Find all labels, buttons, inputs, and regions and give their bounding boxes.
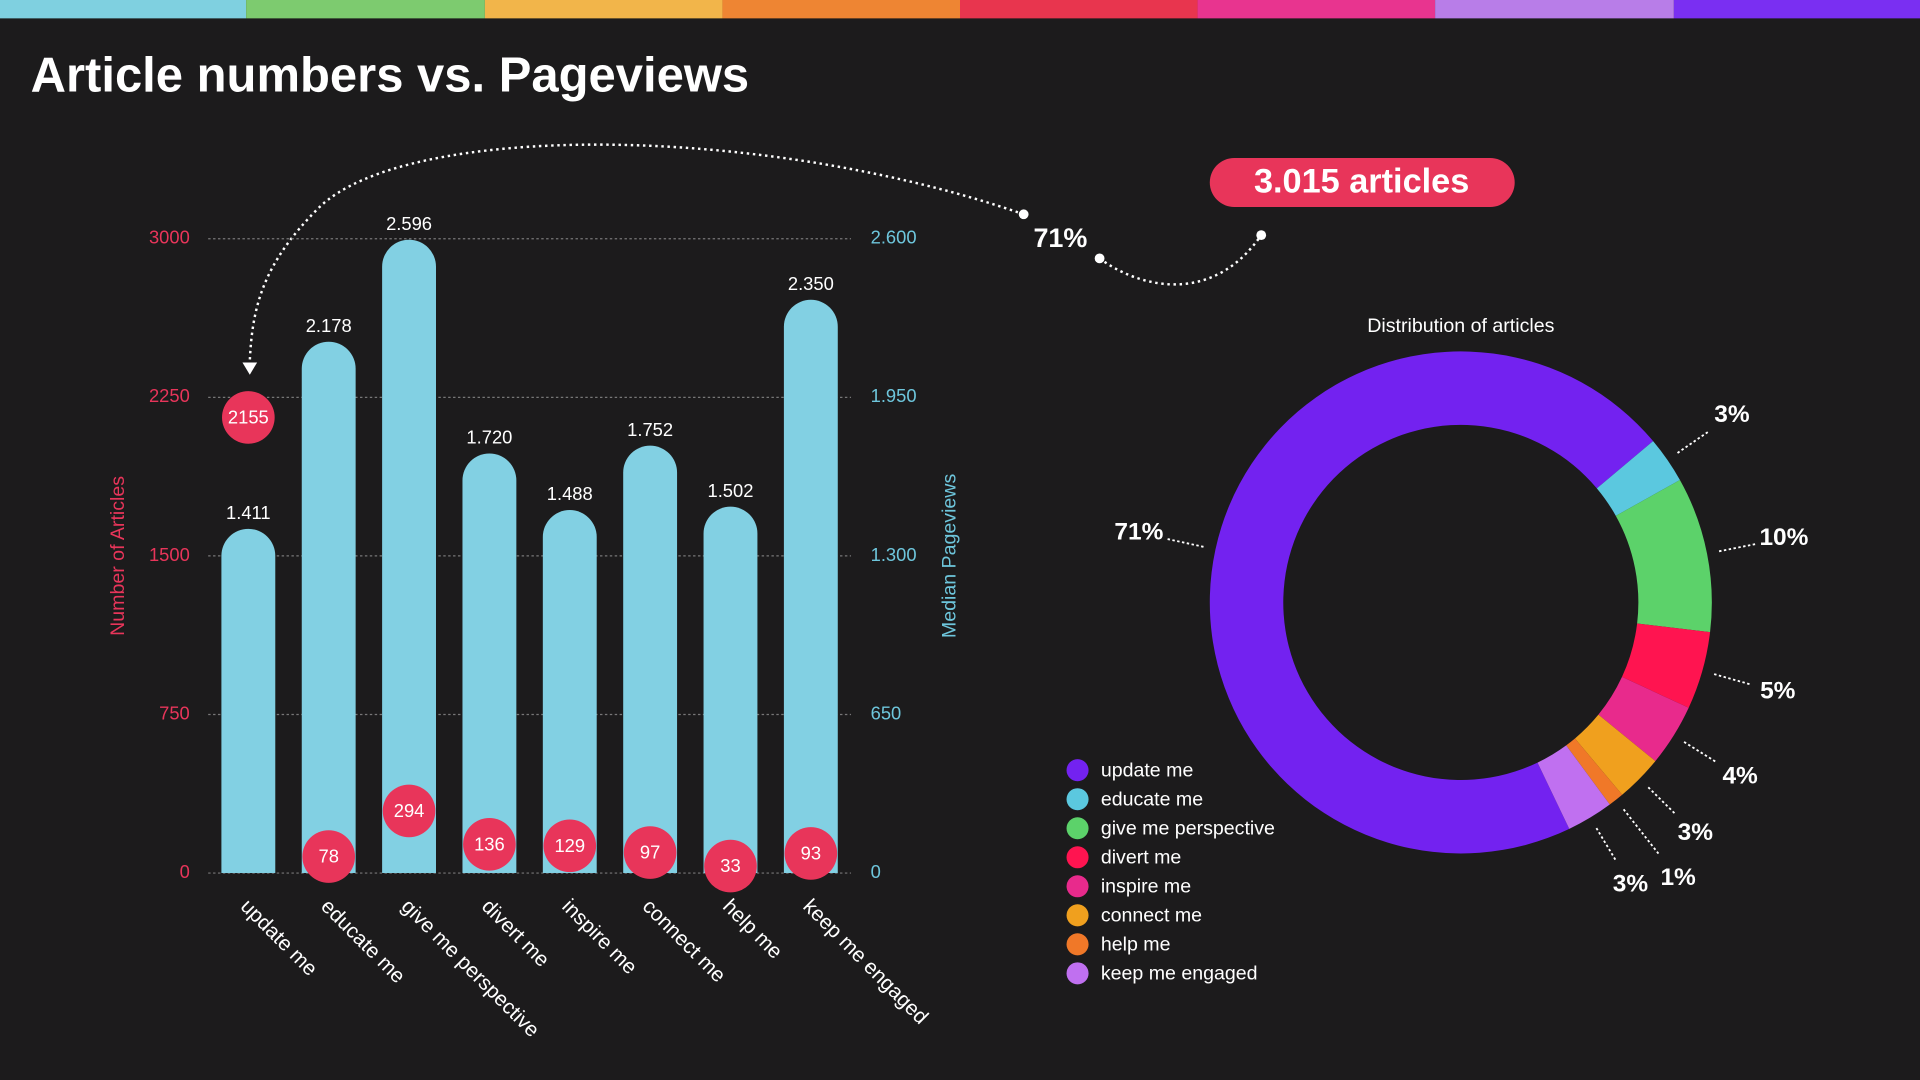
donut-value-label: 10% (1759, 524, 1808, 551)
donut-segment (1598, 676, 1689, 762)
donut-title: Distribution of articles (1367, 315, 1554, 337)
y2-tick-label: 650 (871, 702, 902, 723)
donut-value-label: 4% (1722, 762, 1758, 789)
article-count-label: 97 (640, 842, 660, 863)
legend-swatch (1066, 875, 1089, 898)
donut-segment (1596, 441, 1680, 516)
legend-swatch (1066, 817, 1089, 840)
legend-label: keep me engaged (1101, 963, 1258, 985)
y-tick-label: 3000 (149, 227, 190, 248)
leader-line (1595, 827, 1617, 861)
y-tick-label: 1500 (149, 544, 190, 565)
callout-text: 71% (1033, 223, 1087, 253)
article-count-label: 294 (394, 800, 425, 821)
bar-value-label: 1.411 (226, 502, 271, 523)
bar (542, 510, 597, 874)
legend-swatch (1066, 904, 1089, 927)
article-count-dot (784, 827, 838, 880)
arrow-head (242, 362, 258, 375)
callout (248, 143, 1263, 362)
leader-line (1713, 673, 1750, 686)
bar-value-label: 2.350 (788, 273, 834, 294)
article-count-label: 78 (318, 846, 338, 867)
article-count-label: 33 (720, 855, 740, 876)
y-tick-label: 0 (180, 861, 190, 882)
callout-dot (1094, 253, 1105, 264)
total-badge-text: 3.015 articles (1254, 163, 1469, 201)
legend-swatch (1066, 933, 1089, 956)
bar (382, 239, 436, 874)
y-tick-label: 2250 (149, 385, 190, 406)
leader-line (1167, 538, 1204, 548)
leader-line (1683, 741, 1716, 763)
article-count-dot (463, 817, 516, 871)
article-count-label: 2155 (228, 407, 269, 428)
y2-axis-label: Median Pageviews (938, 474, 960, 639)
legend-swatch (1066, 788, 1089, 811)
total-badge (1209, 157, 1515, 207)
bar-value-label: 1.502 (708, 480, 754, 501)
color-strip (0, 0, 1920, 19)
leader-line (1676, 431, 1709, 454)
y2-tick-label: 2.600 (871, 227, 917, 248)
donut-segment (1574, 714, 1656, 795)
legend-swatch (1066, 846, 1089, 869)
article-count-dot (302, 830, 356, 883)
legend-swatch (1066, 962, 1089, 985)
bar (221, 528, 276, 874)
bar (703, 506, 758, 874)
bar-value-label: 1.720 (466, 427, 512, 448)
donut-segment (1209, 351, 1654, 854)
donut-value-label: 5% (1760, 678, 1796, 705)
article-count-label: 93 (801, 842, 821, 863)
leader-line (1718, 543, 1756, 553)
article-count-dot (222, 391, 275, 444)
y-axis-label: Number of Articles (107, 476, 129, 636)
donut-segment (1621, 623, 1711, 708)
bar-value-label: 2.596 (386, 213, 432, 234)
article-count-dot (382, 784, 436, 838)
donut-value-label: 3% (1678, 819, 1714, 846)
legend-label: update me (1101, 760, 1194, 782)
legend-label: connect me (1101, 905, 1202, 927)
leader-line (1647, 786, 1676, 814)
callout-dot (1018, 209, 1029, 220)
donut-segment (1537, 745, 1610, 829)
page-title: Article numbers vs. Pageviews (31, 48, 750, 102)
donut-value-label: 3% (1714, 401, 1750, 428)
legend-label: educate me (1101, 789, 1203, 811)
y2-tick-label: 0 (871, 861, 881, 882)
y2-tick-label: 1.950 (871, 385, 917, 406)
legend-swatch (1066, 759, 1089, 782)
article-count-label: 129 (554, 835, 585, 856)
bar-value-label: 1.488 (547, 483, 593, 504)
bar-value-label: 1.752 (627, 419, 673, 440)
legend-label: divert me (1101, 847, 1182, 869)
article-count-dot (543, 819, 597, 873)
y-tick-label: 750 (159, 702, 190, 723)
legend-label: inspire me (1101, 876, 1191, 898)
article-count-label: 136 (474, 833, 505, 854)
donut-segment (1566, 738, 1623, 805)
y2-tick-label: 1.300 (871, 544, 917, 565)
donut-value-label: 1% (1660, 864, 1696, 891)
bar (623, 445, 678, 874)
legend-label: help me (1101, 934, 1171, 956)
legend-label: give me perspective (1101, 818, 1275, 840)
bar (301, 341, 356, 874)
donut-value-label: 71% (1114, 518, 1163, 545)
donut-segment (1615, 479, 1712, 633)
donut-value-label: 3% (1613, 870, 1649, 897)
bar (462, 453, 517, 874)
article-count-dot (623, 826, 677, 879)
bar (783, 299, 838, 874)
article-count-dot (704, 839, 757, 893)
bar-value-label: 2.178 (306, 315, 352, 336)
callout-dot (1256, 230, 1267, 240)
